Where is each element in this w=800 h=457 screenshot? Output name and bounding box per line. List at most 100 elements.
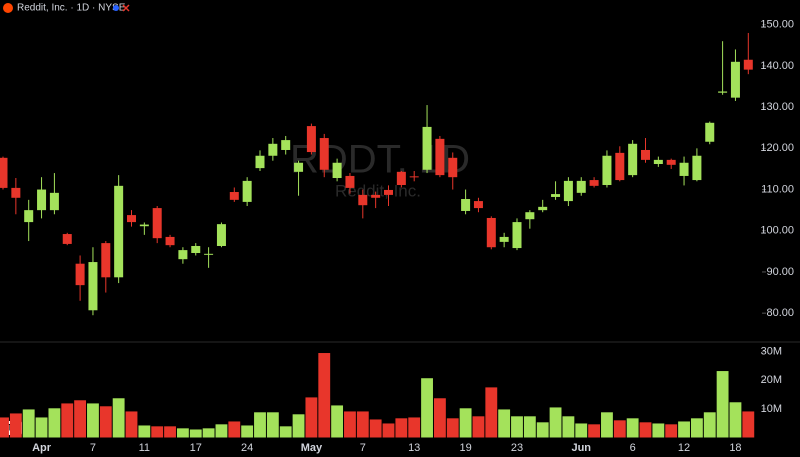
volume-bar bbox=[485, 387, 498, 438]
volume-bar bbox=[536, 422, 549, 438]
volume-bar bbox=[395, 418, 408, 438]
candle-body bbox=[268, 143, 278, 156]
x-tick-label: 19 bbox=[459, 442, 471, 454]
volume-bar bbox=[716, 371, 729, 438]
volume-bar bbox=[112, 398, 125, 438]
candle-body bbox=[37, 189, 47, 211]
volume-bar bbox=[562, 416, 575, 438]
candle-body bbox=[255, 155, 265, 169]
volume-bar bbox=[382, 423, 395, 438]
y-tick-label: 150.00 bbox=[760, 19, 794, 31]
candle-body bbox=[653, 159, 663, 164]
volume-bar bbox=[665, 424, 678, 438]
volume-bar bbox=[523, 416, 536, 438]
candle-body bbox=[75, 263, 85, 286]
volume-bar bbox=[176, 428, 189, 438]
x-tick-label: 24 bbox=[241, 442, 253, 454]
volume-bar bbox=[344, 411, 356, 438]
volume-tick-label: 30M bbox=[761, 345, 782, 357]
candle-body bbox=[692, 155, 702, 181]
candle-body bbox=[576, 180, 586, 193]
volume-bar bbox=[459, 408, 472, 438]
volume-bar bbox=[446, 418, 459, 438]
volume-bar bbox=[35, 417, 48, 438]
candle-body bbox=[718, 91, 728, 93]
candle-body bbox=[127, 215, 136, 223]
candle-body bbox=[538, 206, 548, 211]
x-tick-label: 11 bbox=[139, 442, 150, 454]
candle-body bbox=[679, 162, 689, 176]
volume-bar bbox=[241, 425, 254, 438]
volume-bar bbox=[0, 417, 9, 438]
candle-body bbox=[178, 250, 188, 260]
volume-bar bbox=[690, 418, 703, 438]
volume-bar bbox=[575, 423, 588, 438]
x-tick-label: 7 bbox=[360, 442, 366, 454]
volume-bar bbox=[588, 424, 601, 438]
candle-body bbox=[191, 245, 201, 253]
volume-bar bbox=[164, 426, 176, 438]
candle-body bbox=[525, 212, 535, 220]
watermark-subtitle: Reddit, Inc. bbox=[335, 181, 421, 200]
candle-body bbox=[396, 171, 406, 186]
x-tick-label: 12 bbox=[678, 442, 690, 454]
volume-bar bbox=[202, 428, 215, 438]
volume-bar bbox=[511, 416, 523, 438]
candle-body bbox=[114, 185, 124, 278]
candle-body bbox=[294, 162, 304, 172]
candle-body bbox=[563, 180, 573, 202]
volume-bar bbox=[22, 409, 35, 438]
candle-body bbox=[486, 217, 496, 248]
candle-body bbox=[165, 236, 175, 246]
volume-bar bbox=[74, 400, 87, 438]
volume-tick-label: 10M bbox=[761, 403, 782, 415]
x-tick-label: Apr bbox=[32, 442, 52, 454]
volume-bar bbox=[498, 409, 511, 438]
candle-body bbox=[435, 138, 445, 176]
volume-bar bbox=[266, 412, 279, 438]
candle-body bbox=[62, 234, 72, 244]
volume-bar bbox=[703, 412, 716, 438]
x-tick-label: 6 bbox=[630, 442, 636, 454]
candle-body bbox=[461, 199, 471, 211]
candle-body bbox=[409, 176, 419, 178]
candles bbox=[0, 32, 755, 438]
candle-body bbox=[49, 192, 59, 211]
x-tick-label: 18 bbox=[729, 442, 741, 454]
candle-body bbox=[306, 126, 316, 153]
candle-body bbox=[319, 138, 329, 170]
volume-bar bbox=[433, 398, 446, 438]
y-tick-label: 120.00 bbox=[760, 142, 794, 154]
candle-body bbox=[730, 61, 740, 98]
candle-body bbox=[512, 222, 522, 249]
candle-body bbox=[551, 194, 561, 197]
volume-bar bbox=[356, 411, 369, 438]
candle-body bbox=[139, 224, 149, 227]
volume-bar bbox=[318, 353, 331, 438]
volume-bar bbox=[472, 416, 485, 438]
candle-body bbox=[641, 149, 650, 160]
volume-bar bbox=[292, 414, 305, 438]
volume-bar bbox=[421, 378, 433, 438]
volume-bar bbox=[652, 423, 665, 438]
candle-body bbox=[499, 236, 509, 242]
volume-bar bbox=[742, 411, 755, 438]
candle-body bbox=[371, 194, 381, 198]
volume-bar bbox=[305, 397, 318, 438]
volume-bar bbox=[125, 411, 138, 438]
volume-bar bbox=[639, 422, 652, 438]
candle-body bbox=[743, 59, 753, 70]
candle-body bbox=[88, 262, 98, 311]
status-icon bbox=[113, 5, 119, 11]
y-tick-label: 110.00 bbox=[761, 183, 794, 195]
candle-body bbox=[0, 157, 8, 188]
volume-bar bbox=[87, 403, 99, 438]
candle-body bbox=[24, 210, 34, 223]
volume-bar bbox=[601, 412, 613, 438]
y-tick-label: 140.00 bbox=[760, 60, 794, 72]
volume-bar bbox=[99, 406, 112, 438]
x-tick-label: Jun bbox=[571, 442, 591, 454]
volume-bar bbox=[228, 421, 241, 438]
candle-body bbox=[422, 126, 432, 170]
